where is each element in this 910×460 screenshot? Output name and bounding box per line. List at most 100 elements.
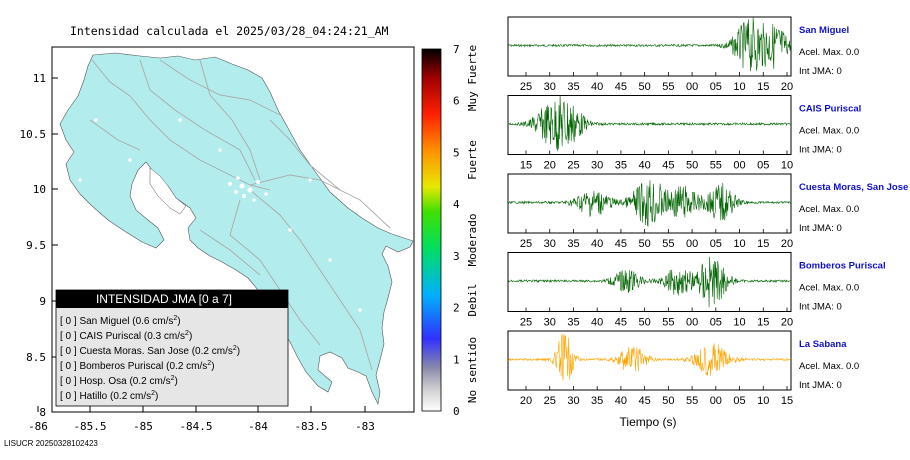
waveform-tick-label: 10 [733,238,745,250]
legend-item: [ 0 ] CAIS Puriscal (0.3 cm/s2) [60,330,192,342]
waveform-panel: 25 30 35 40 45 50 55 00 05 10 15 20 Bomberos Purisca… [507,252,886,329]
map-x-tick-label: -85.5 [73,420,106,433]
colorbar-tick-label: 2 [453,302,460,315]
nicoya-gulf-water [149,167,187,215]
waveform-tick-label: 10 [733,81,745,93]
waveform-tick-label: 00 [710,395,722,407]
waveform-tick-label: 00 [686,81,698,93]
waveform-tick-label: 20 [520,395,532,407]
waveform-tick-label: 55 [686,395,698,407]
legend-item: [ 0 ] San Miguel (0.6 cm/s2) [60,315,181,327]
waveform-tick-label: 45 [639,395,651,407]
waveform-tick-label: 25 [520,317,532,329]
waveform-tick-label: 25 [544,395,556,407]
station-int-jma: Int JMA: 0 [799,145,842,156]
map-x-axis: -86 -85.5 -85 -84.5 -84 -83.5 -83 [28,406,375,433]
waveform-trace [507,17,792,72]
waveform-frame [507,95,792,155]
station-int-jma: Int JMA: 0 [799,223,842,234]
waveform-tick-label: 35 [567,317,579,329]
waveform-tick-label: 15 [781,395,793,407]
waveform-tick-label: 30 [544,238,556,250]
waveform-frame [507,16,792,77]
station-accel-max: Acel. Max. 0.0 [799,126,859,137]
waveform-tick-label: 55 [662,317,674,329]
waveform-trace [507,180,792,227]
waveform-trace [507,333,792,381]
waveform-tick-label: 15 [757,317,769,329]
map-y-tick-label: 10.5 [20,128,47,141]
colorbar-tick-label: 1 [453,353,460,366]
station-accel-max: Acel. Max. 0.0 [799,361,859,372]
waveform-tick-label: 40 [591,238,603,250]
waveform-panel: 15 20 25 30 35 40 45 50 55 00 05 10 CAIS Puriscal Ace… [507,95,861,172]
waveform-frame [507,173,792,234]
waveform-tick-label: 55 [710,160,722,172]
waveform-tick-label: 35 [567,238,579,250]
waveform-panel: 25 30 35 40 45 50 55 00 05 10 15 20 Cuesta Moras, Sa… [507,173,908,250]
waveform-tick-label: 35 [567,81,579,93]
waveform-tick-label: 15 [757,238,769,250]
footer-id: LISUCR 20250328102423 [4,439,98,448]
waveform-trace [507,256,792,308]
colorbar-gradient [421,48,442,412]
waveform-tick-label: 00 [686,238,698,250]
waveform-tick-label: 45 [662,160,674,172]
colorbar-category-label: No sentido [466,337,479,403]
waveform-tick-label: 50 [662,395,674,407]
waveform-tick-label: 25 [520,238,532,250]
map-y-tick-label: 9.5 [26,239,46,252]
map-y-tick-label: 10 [33,183,46,196]
colorbar-tick-label: 0 [453,405,460,418]
legend-item: [ 0 ] Bomberos Puriscal (0.2 cm/s2) [60,360,215,372]
map-x-tick-label: -84 [248,420,268,433]
waveform-tick-label: 05 [710,81,722,93]
map-y-tick-label: 8.5 [26,351,46,364]
waveform-tick-label: 20 [781,317,793,329]
map-y-tick-label: 9 [39,295,46,308]
intensity-colorbar: 7 6 5 4 3 2 1 0 Muy Fuerte Fuerte Moderado Debil No… [421,43,479,418]
colorbar-category-label: Fuerte [466,140,479,180]
waveform-tick-label: 20 [781,81,793,93]
map-y-tick-label: 8 [39,406,46,419]
waveform-tick-label: 40 [591,317,603,329]
station-int-jma: Int JMA: 0 [799,380,842,391]
waveform-panel: 20 25 30 35 40 45 50 55 00 05 10 15 La Sabana Acel. M… [507,330,859,407]
city-dots [78,118,362,312]
colorbar-tick-label: 5 [453,146,460,159]
waveform-tick-label: 05 [757,160,769,172]
waveform-tick-label: 30 [567,395,579,407]
station-accel-max: Acel. Max. 0.0 [799,204,859,215]
colorbar-tick-label: 7 [453,43,460,56]
waveform-tick-label: 15 [520,160,532,172]
station-accel-max: Acel. Max. 0.0 [799,283,859,294]
station-name: La Sabana [799,339,847,350]
station-name: Cuesta Moras, San Jose [799,182,908,193]
waveform-tick-label: 05 [710,238,722,250]
waveform-tick-label: 30 [544,81,556,93]
colorbar-ticks: 7 6 5 4 3 2 1 0 [453,43,460,418]
waveform-panel: 25 30 35 40 45 50 55 00 05 10 15 20 San Miguel Acel. … [507,16,859,93]
map-y-axis: 11 10.5 10 9.5 9 8.5 8 [20,72,58,419]
legend-item: [ 0 ] Cuesta Moras. San Jose (0.2 cm/s2) [60,345,240,357]
waveform-tick-label: 50 [639,81,651,93]
waveform-tick-label: 25 [567,160,579,172]
map-x-tick-label: -83.5 [294,420,327,433]
waveform-tick-label: 40 [639,160,651,172]
legend-item: [ 0 ] Hatillo (0.2 cm/s2) [60,390,158,402]
waveform-tick-label: 20 [544,160,556,172]
waveform-tick-label: 00 [686,317,698,329]
waveform-tick-label: 35 [591,395,603,407]
waveform-tick-label: 10 [781,160,793,172]
map-x-tick-label: -83 [355,420,375,433]
waveform-tick-label: 00 [733,160,745,172]
map-x-tick-label: -84.5 [179,420,212,433]
station-name: Bomberos Puriscal [799,261,886,272]
waveform-tick-label: 45 [615,238,627,250]
legend-item: [ 0 ] Hosp. Osa (0.2 cm/s2) [60,375,178,387]
station-name: CAIS Puriscal [799,104,861,115]
intensity-legend: INTENSIDAD JMA [0 a 7] [ 0 ] San Miguel … [55,289,289,407]
waveform-tick-label: 05 [710,317,722,329]
map-y-tick-label: 11 [33,72,46,85]
